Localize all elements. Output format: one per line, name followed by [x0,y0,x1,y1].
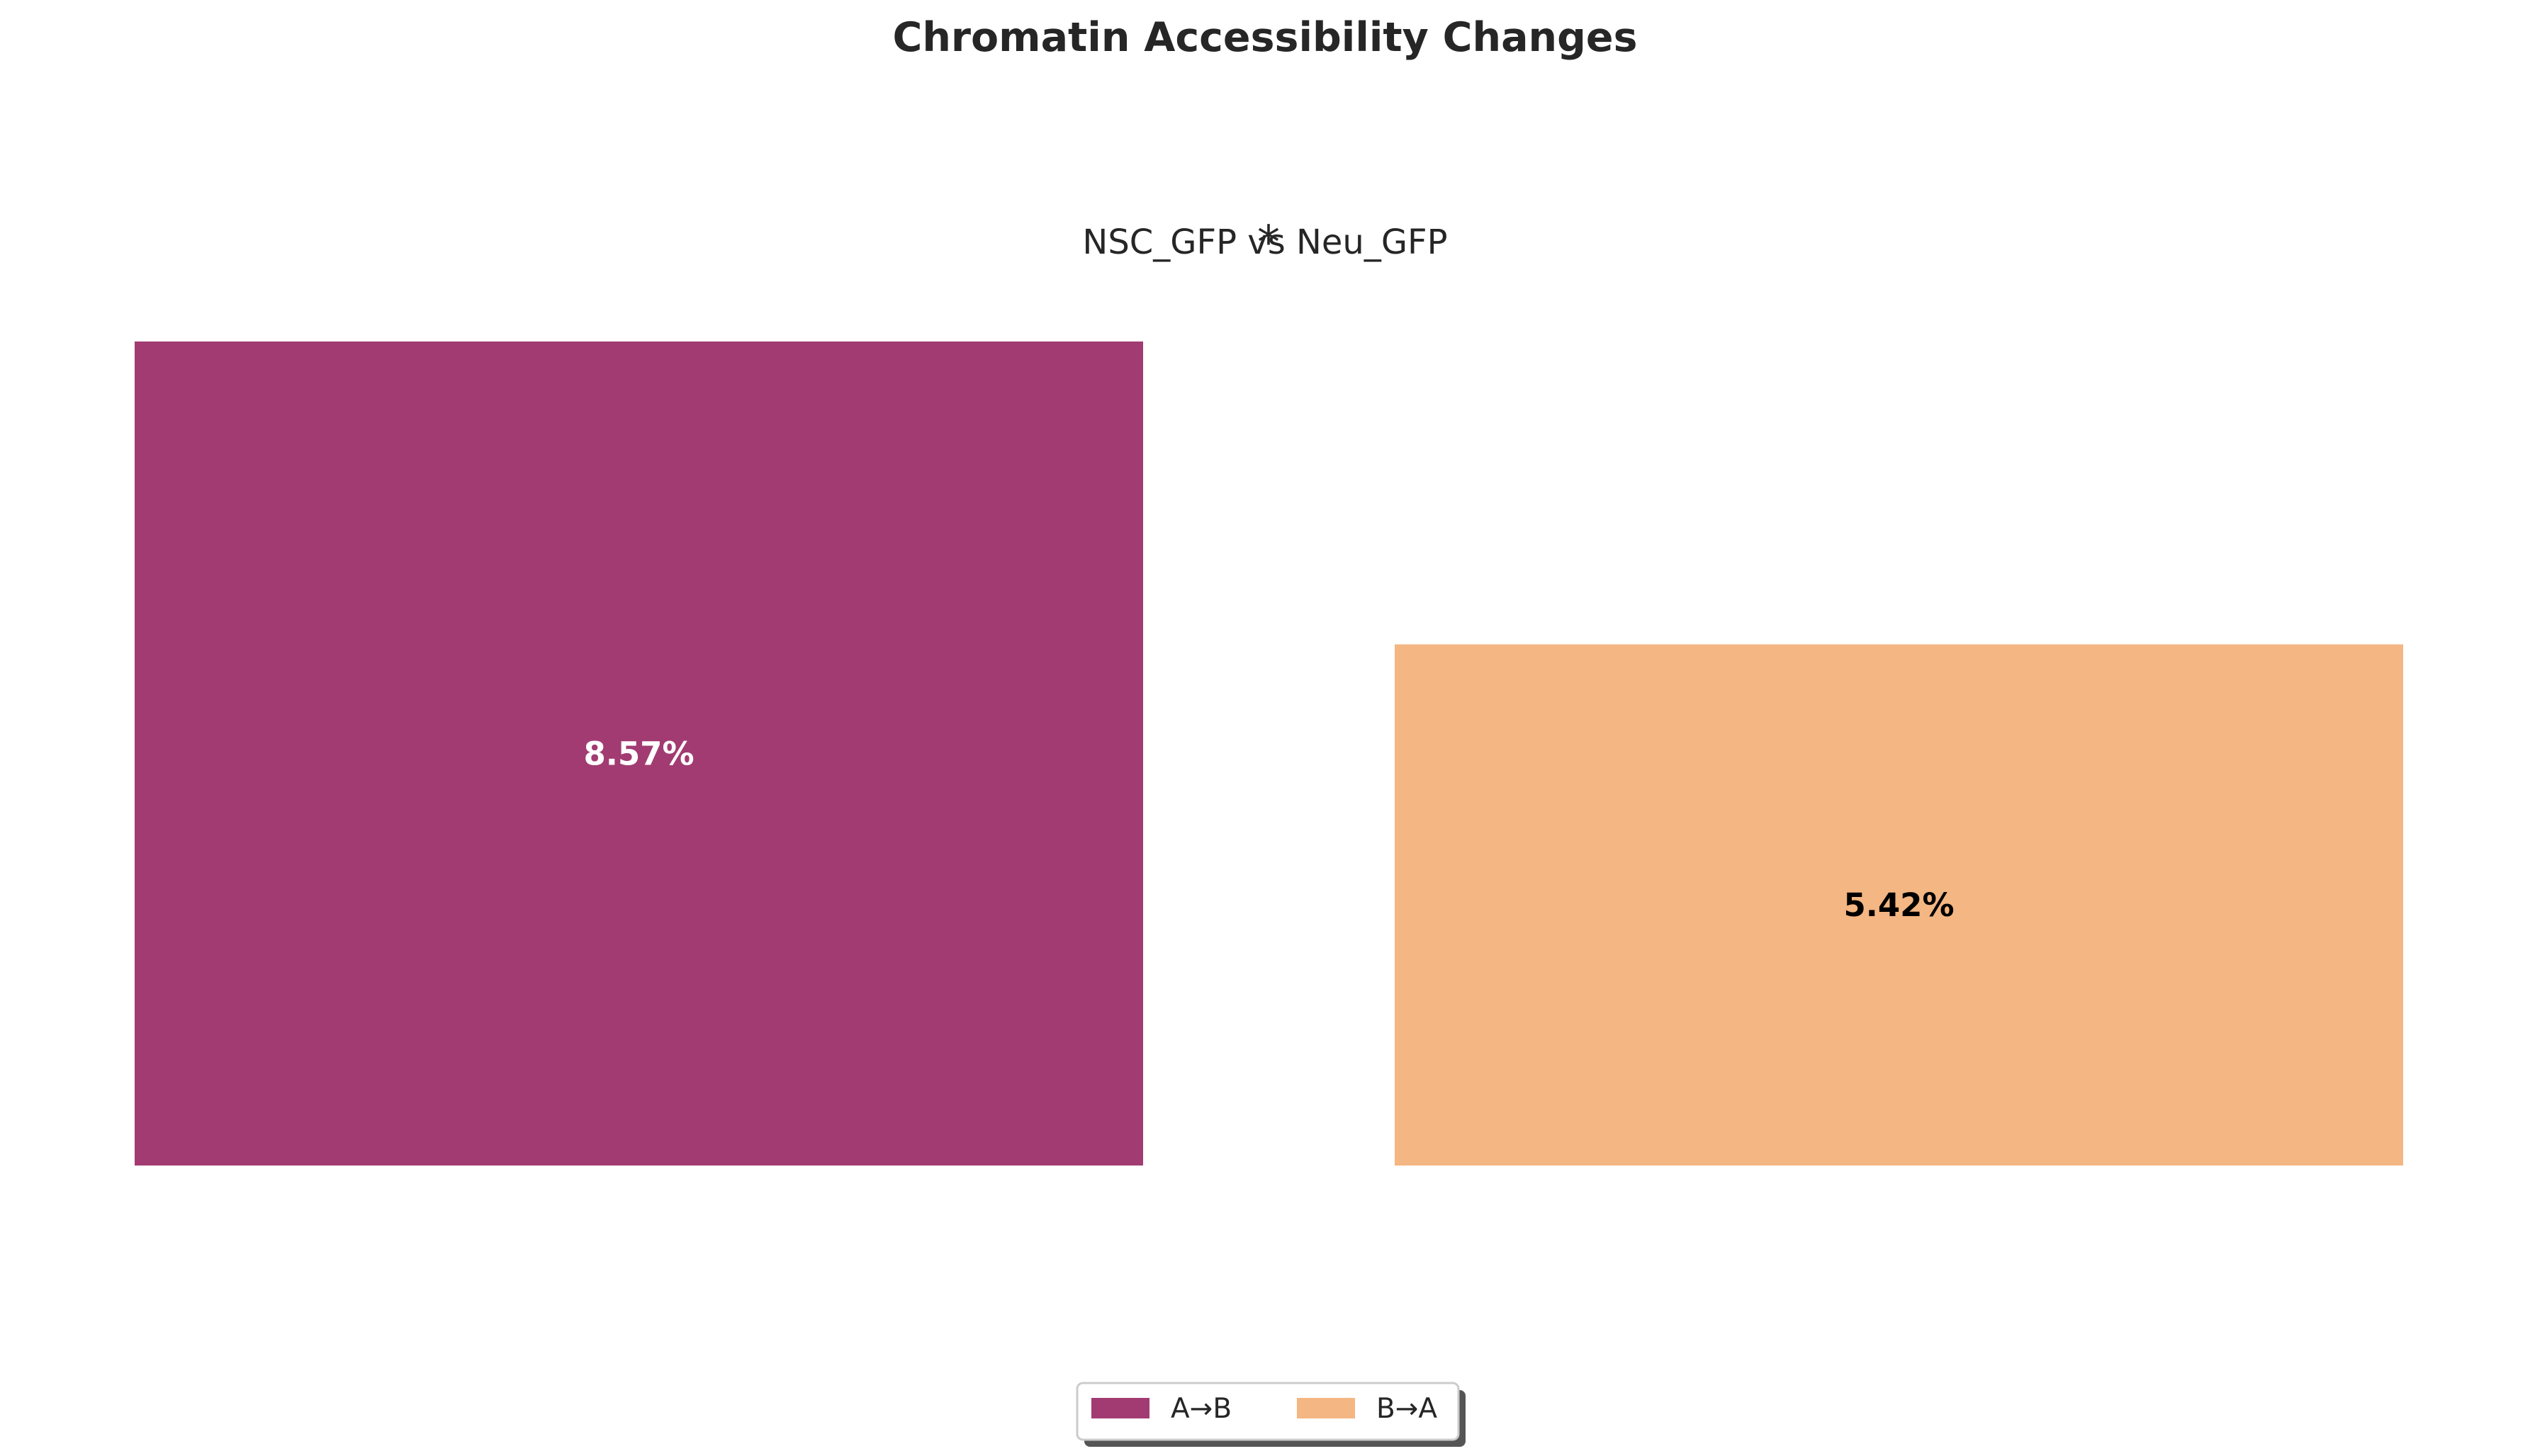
plot-area: 8.57% 5.42% [135,342,2403,1166]
significance-marker: * [1257,217,1280,269]
legend-frame [1076,1382,1460,1441]
legend[interactable]: A→B B→A [1076,1382,1466,1447]
bar-a-to-b [135,342,1143,1166]
chart-subtitle: NSC_GFP vs Neu_GFP [1082,222,1447,262]
chart-title: Chromatin Accessibility Changes [893,14,1638,61]
legend-swatch-a-to-b [1091,1398,1149,1418]
bar-b-to-a [1395,644,2403,1166]
legend-label-b-to-a: B→A [1376,1393,1437,1425]
bar-value-label-a-to-b: 8.57% [583,735,694,773]
legend-label-a-to-b: A→B [1171,1393,1232,1425]
legend-swatch-b-to-a [1297,1398,1355,1418]
bar-value-label-b-to-a: 5.42% [1843,886,1954,924]
